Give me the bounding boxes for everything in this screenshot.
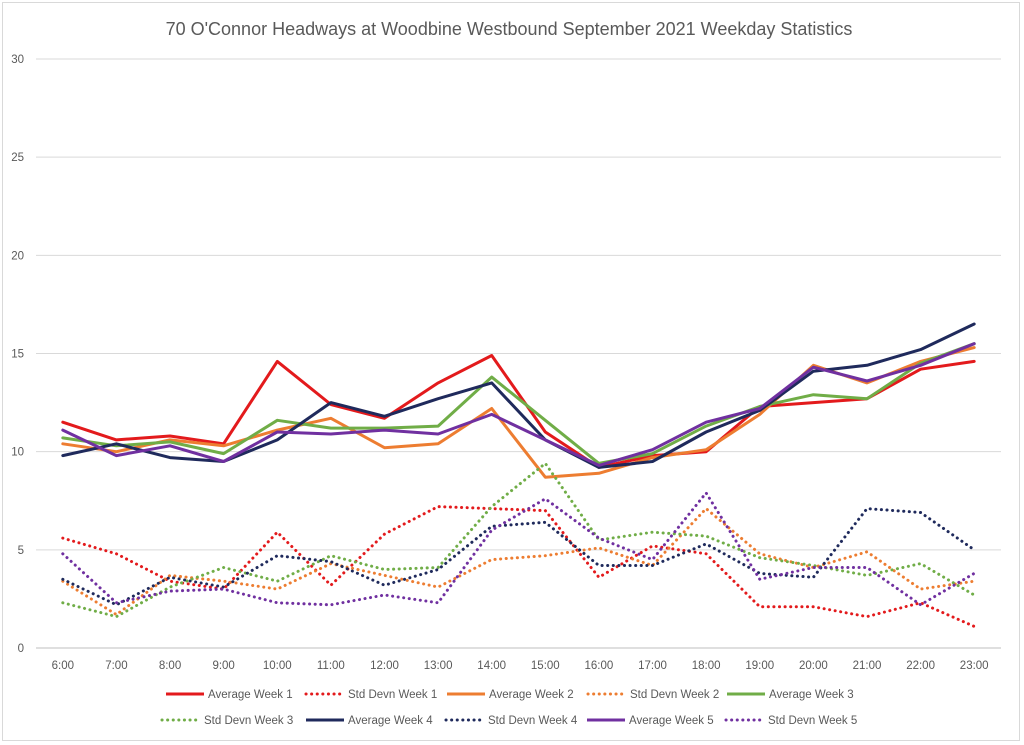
series-line-average-week-3: [61, 342, 976, 465]
x-tick-label: 22:00: [906, 660, 935, 672]
legend-label: Average Week 5: [629, 715, 714, 727]
series-line-average-week-1: [61, 354, 976, 469]
x-tick-label: 8:00: [159, 660, 181, 672]
x-tick-label: 19:00: [745, 660, 774, 672]
x-tick-label: 16:00: [585, 660, 614, 672]
x-tick-label: 17:00: [638, 660, 667, 672]
x-tick-label: 23:00: [960, 660, 989, 672]
x-tick-label: 21:00: [853, 660, 882, 672]
x-tick-label: 15:00: [531, 660, 560, 672]
x-tick-label: 7:00: [105, 660, 127, 672]
chart-title: 70 O'Connor Headways at Woodbine Westbou…: [166, 19, 853, 39]
y-tick-label: 25: [11, 152, 24, 164]
legend-label: Average Week 3: [769, 689, 854, 701]
x-tick-label: 13:00: [424, 660, 453, 672]
y-tick-label: 0: [18, 643, 24, 655]
y-tick-label: 5: [18, 545, 24, 557]
x-tick-label: 20:00: [799, 660, 828, 672]
series-line-std-devn-week-3: [61, 461, 976, 619]
legend-label: Average Week 2: [489, 689, 574, 701]
legend-label: Std Devn Week 3: [204, 715, 293, 727]
legend: Average Week 1 Std Devn Week 1 Average Wee…: [160, 689, 857, 727]
y-tick-label: 10: [11, 447, 24, 459]
x-tick-label: 9:00: [212, 660, 234, 672]
y-tick-label: 20: [11, 250, 24, 262]
x-tick-label: 11:00: [317, 660, 345, 672]
legend-label: Average Week 4: [348, 715, 433, 727]
x-tick-label: 12:00: [370, 660, 399, 672]
legend-label: Average Week 1: [208, 689, 293, 701]
series-line-average-week-5: [61, 342, 976, 467]
legend-label: Std Devn Week 2: [630, 689, 719, 701]
y-tick-label: 30: [11, 54, 24, 66]
series-layer: [61, 322, 976, 628]
y-axis-ticks: 0 5 10 15 20 25 30: [11, 54, 24, 655]
x-tick-label: 18:00: [692, 660, 721, 672]
legend-label: Std Devn Week 4: [488, 715, 578, 727]
x-tick-label: 10:00: [263, 660, 292, 672]
series-line-std-devn-week-2: [61, 507, 976, 617]
gridlines: [36, 58, 1001, 649]
legend-label: Std Devn Week 1: [348, 689, 437, 701]
x-tick-label: 6:00: [52, 660, 74, 672]
x-axis-ticks: 6:00 7:00 8:00 9:00 10:00 11:00 12:00 13:00 14:0…: [52, 660, 989, 672]
x-tick-label: 14:00: [477, 660, 506, 672]
legend-label: Std Devn Week 5: [768, 715, 857, 727]
y-tick-label: 15: [11, 349, 24, 361]
series-line-std-devn-week-5: [61, 491, 976, 607]
series-line-std-devn-week-1: [61, 505, 976, 628]
